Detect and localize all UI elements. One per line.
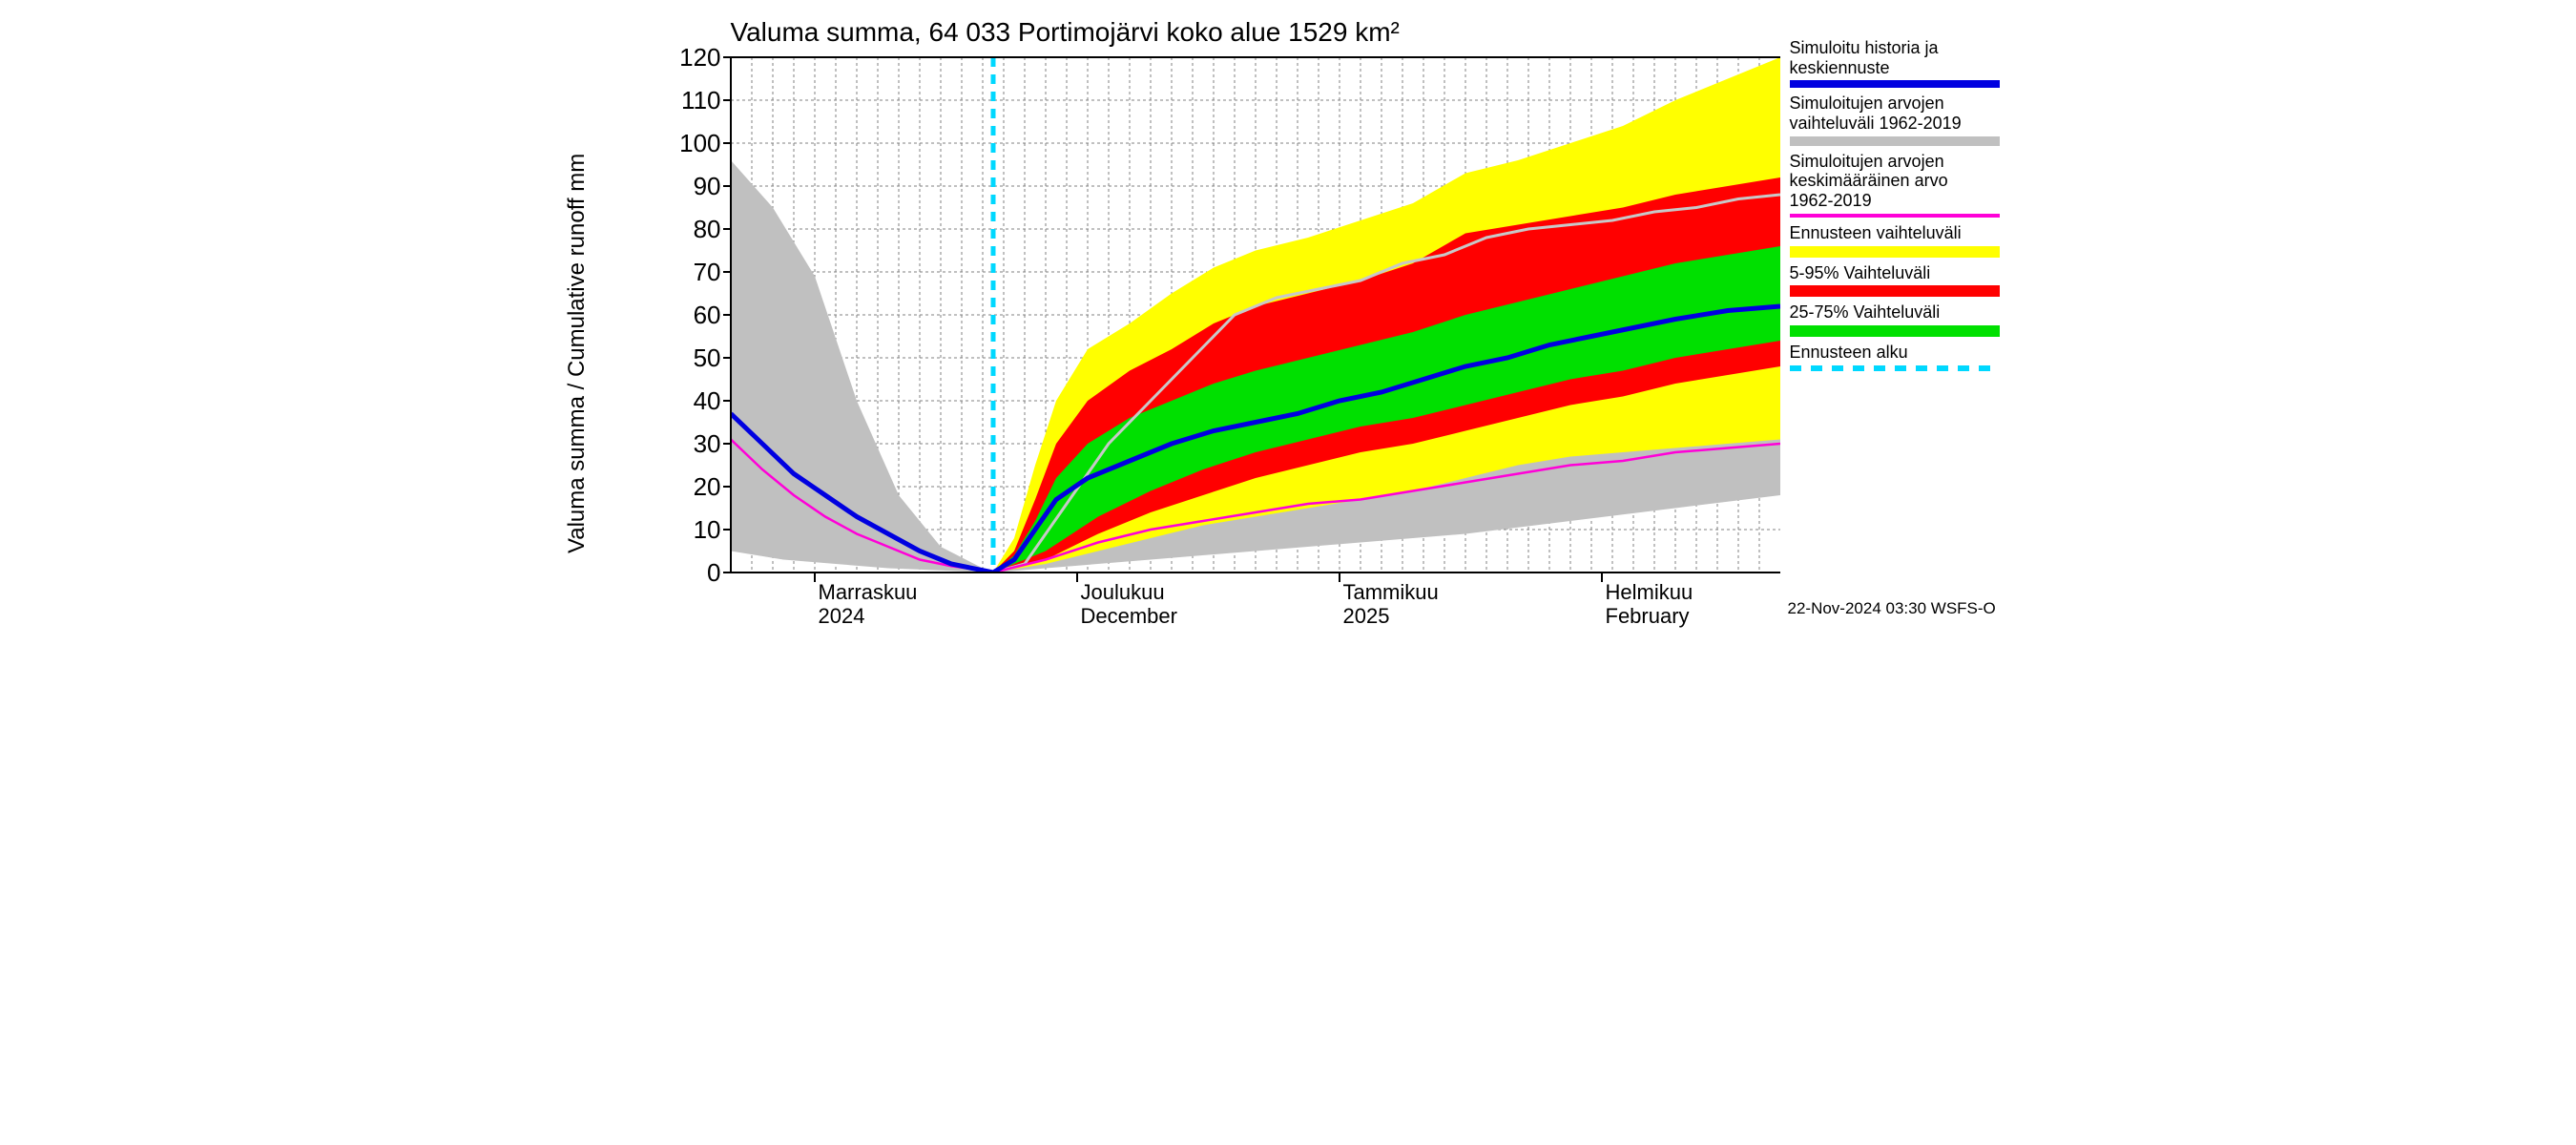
y-tick: 0	[664, 558, 721, 588]
legend-entry: Simuloitujen arvojen keskimääräinen arvo…	[1790, 152, 2009, 218]
legend-entry: Ennusteen vaihteluväli	[1790, 223, 2009, 258]
legend-label: 5-95% Vaihteluväli	[1790, 263, 2009, 283]
y-tick: 90	[664, 172, 721, 201]
chart-footer: 22-Nov-2024 03:30 WSFS-O	[1788, 599, 1996, 618]
legend-label: Ennusteen vaihteluväli	[1790, 223, 2009, 243]
legend-entry: Simuloitu historia ja keskiennuste	[1790, 38, 2009, 88]
legend-swatch	[1790, 246, 2000, 258]
plot-area	[731, 57, 1780, 572]
legend-swatch	[1790, 325, 2000, 337]
y-tick: 50	[664, 344, 721, 373]
y-tick: 120	[664, 43, 721, 73]
chart-svg	[731, 57, 1780, 572]
legend-label: Simuloitu historia ja keskiennuste	[1790, 38, 2009, 77]
x-tick: Marraskuu2024	[819, 580, 918, 629]
y-tick: 100	[664, 129, 721, 158]
y-tick: 80	[664, 215, 721, 244]
y-tick: 40	[664, 386, 721, 416]
y-axis-label: Valuma summa / Cumulative runoff mm	[564, 154, 591, 553]
x-tick: HelmikuuFebruary	[1606, 580, 1693, 629]
legend-swatch	[1790, 214, 2000, 218]
y-tick: 10	[664, 515, 721, 545]
legend-entry: 25-75% Vaihteluväli	[1790, 302, 2009, 337]
legend-entry: Ennusteen alku	[1790, 343, 2009, 371]
legend-swatch	[1790, 80, 2000, 88]
x-tick: JoulukuuDecember	[1081, 580, 1177, 629]
legend-swatch	[1790, 136, 2000, 146]
legend-swatch	[1790, 285, 2000, 297]
legend-label: Ennusteen alku	[1790, 343, 2009, 363]
legend: Simuloitu historia ja keskiennuste Simulo…	[1790, 38, 2009, 377]
y-tick: 20	[664, 472, 721, 502]
y-tick: 70	[664, 258, 721, 287]
legend-swatch	[1790, 365, 2000, 371]
y-tick: 110	[664, 86, 721, 115]
chart-title: Valuma summa, 64 033 Portimojärvi koko a…	[731, 17, 1400, 48]
y-tick: 30	[664, 429, 721, 459]
legend-label: 25-75% Vaihteluväli	[1790, 302, 2009, 323]
legend-entry: Simuloitujen arvojen vaihteluväli 1962-2…	[1790, 94, 2009, 145]
legend-entry: 5-95% Vaihteluväli	[1790, 263, 2009, 298]
legend-label: Simuloitujen arvojen vaihteluväli 1962-2…	[1790, 94, 2009, 133]
legend-label: Simuloitujen arvojen keskimääräinen arvo…	[1790, 152, 2009, 211]
y-tick: 60	[664, 301, 721, 330]
x-tick: Tammikuu2025	[1343, 580, 1439, 629]
chart-container: Valuma summa, 64 033 Portimojärvi koko a…	[559, 0, 2018, 649]
